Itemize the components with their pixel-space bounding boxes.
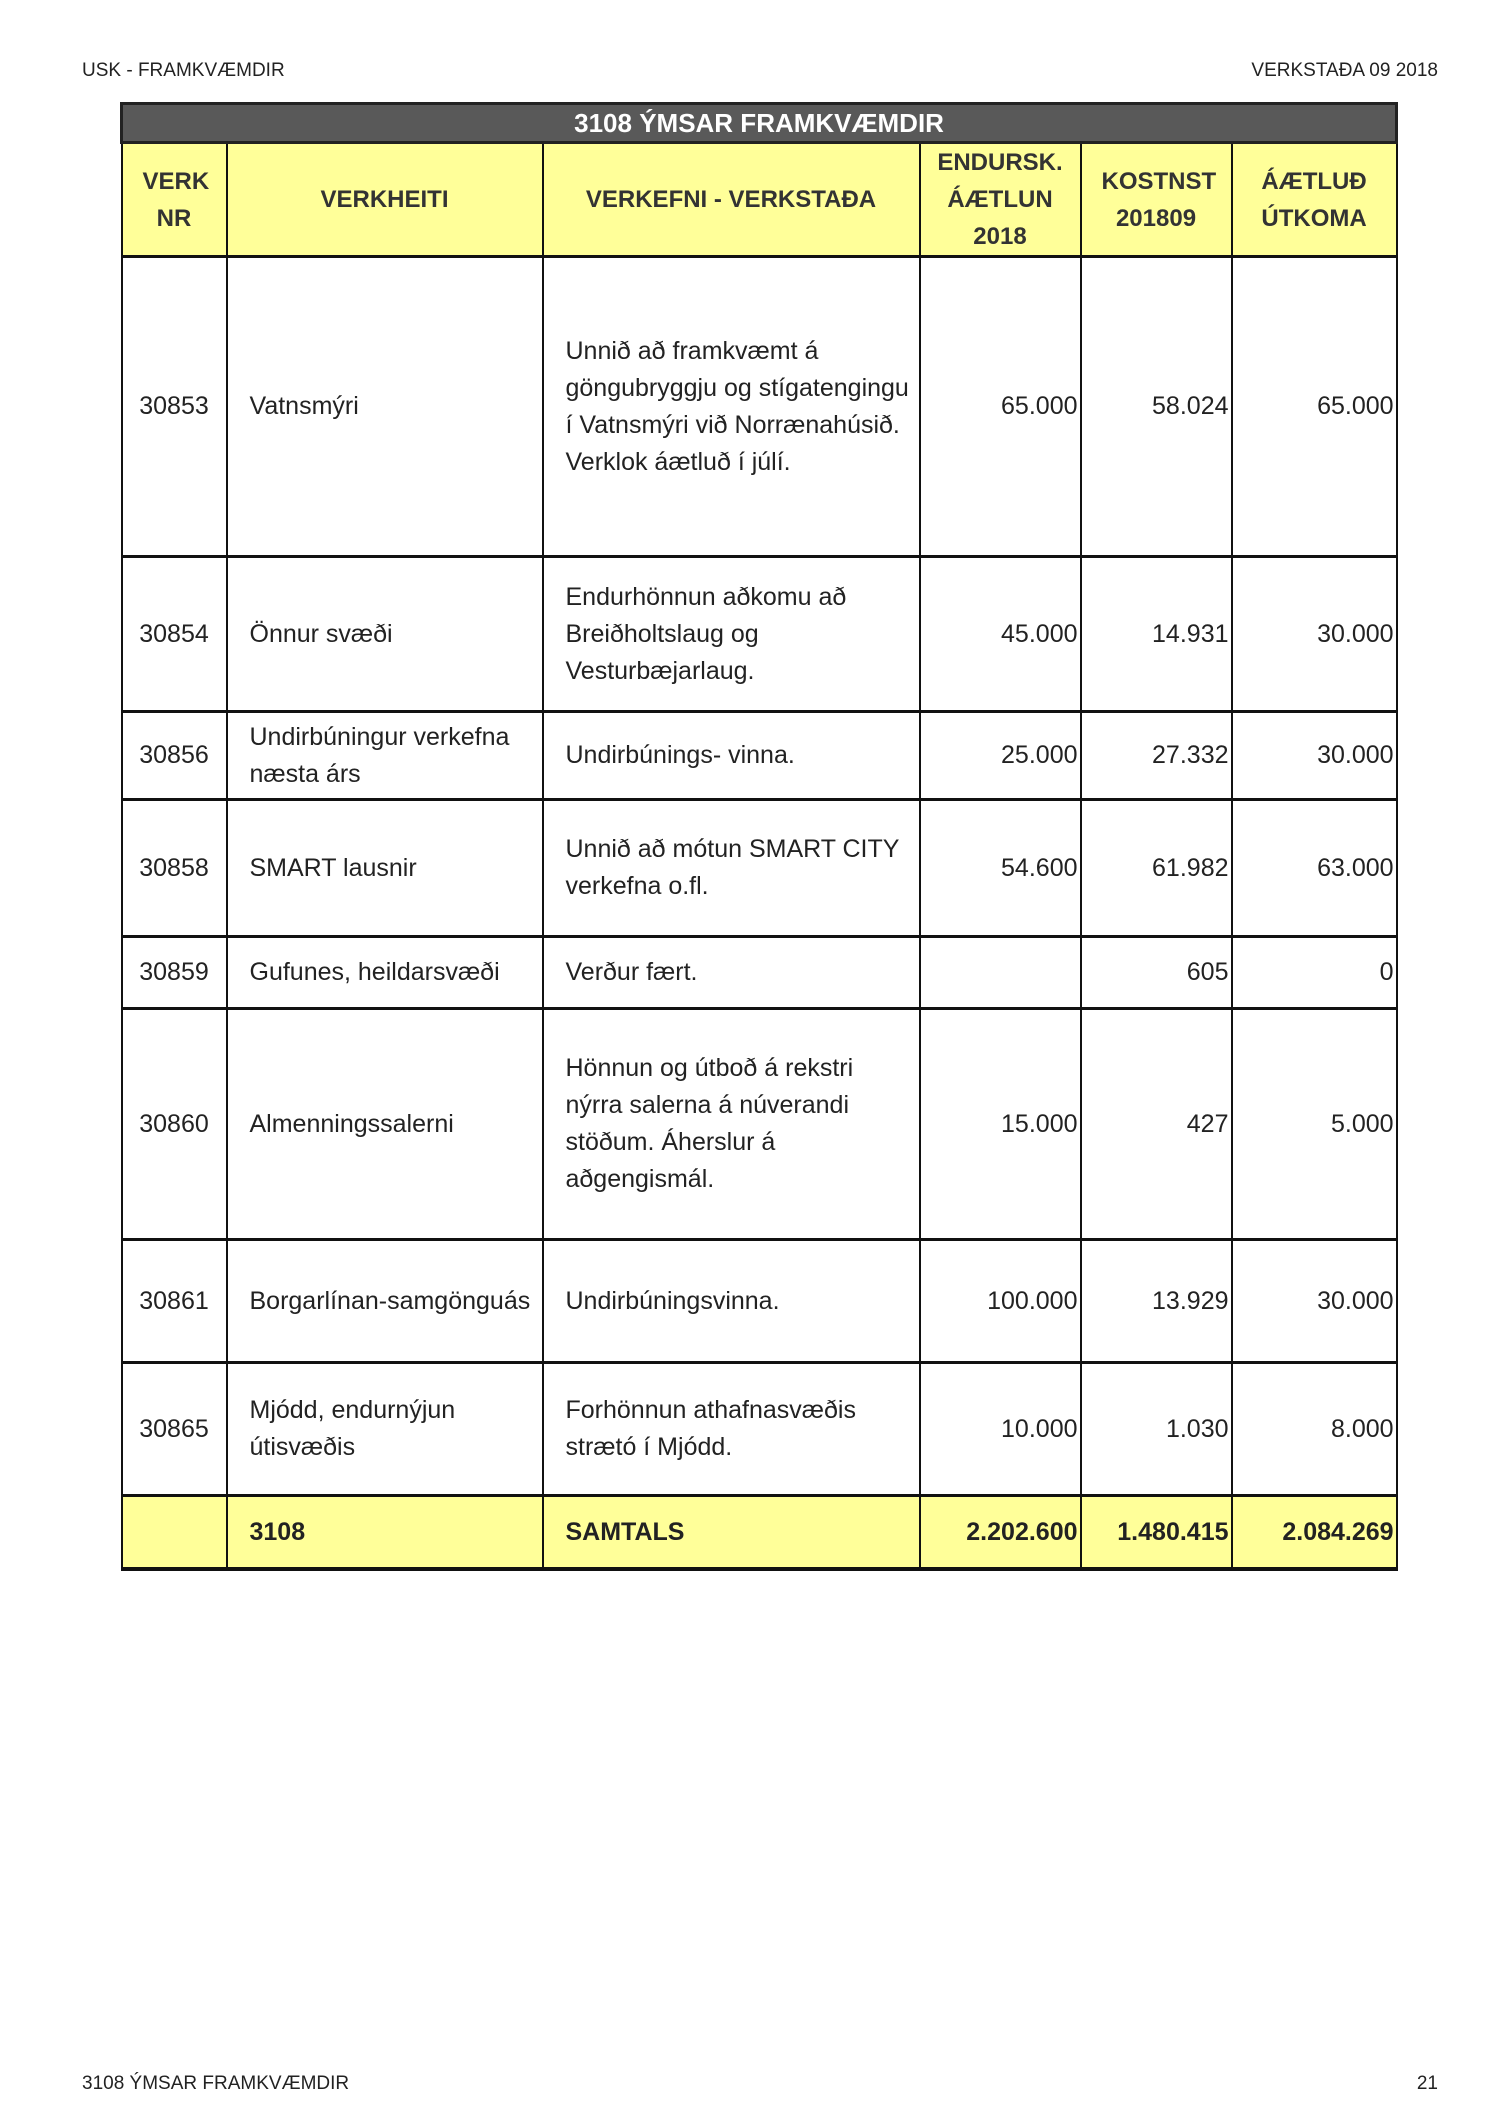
cell-outcome: 30.000 — [1230, 1238, 1398, 1364]
cell-task: SAMTALS — [541, 1494, 921, 1571]
cell-plan: 65.000 — [918, 255, 1082, 558]
cell-plan — [918, 935, 1082, 1010]
cell-outcome: 63.000 — [1230, 798, 1398, 938]
cell-plan: 10.000 — [918, 1361, 1082, 1497]
col-header: VERKHEITI — [225, 141, 544, 258]
cell-plan: 2.202.600 — [918, 1494, 1082, 1571]
page-header-left: USK - FRAMKVÆMDIR — [82, 60, 285, 81]
cell-nr: 30856 — [120, 710, 228, 801]
cell-cost: 1.480.415 — [1079, 1494, 1233, 1571]
cell-outcome: 8.000 — [1230, 1361, 1398, 1497]
table-title: 3108 ÝMSAR FRAMKVÆMDIR — [119, 102, 1399, 144]
cell-nr: 30859 — [120, 935, 228, 1010]
cell-nr: 30865 — [120, 1361, 228, 1497]
cell-name: Undirbúningur verkefna næsta árs — [225, 710, 544, 801]
cell-cost: 605 — [1079, 935, 1233, 1010]
cell-plan: 25.000 — [918, 710, 1082, 801]
cell-cost: 1.030 — [1079, 1361, 1233, 1497]
cell-outcome: 30.000 — [1230, 555, 1398, 713]
table-row: 30861 Borgarlínan-samgönguás Undirbúningsv… — [120, 1238, 1398, 1364]
cell-plan: 100.000 — [918, 1238, 1082, 1364]
page-number: 21 — [1416, 2073, 1438, 2094]
cell-name: SMART lausnir — [225, 798, 544, 938]
table-row: 30865 Mjódd, endurnýjun útisvæðis Forhönnu… — [120, 1361, 1398, 1497]
table-row: 30854 Önnur svæði Endurhönnun aðkomu að Br… — [120, 555, 1398, 713]
cell-outcome: 65.000 — [1230, 255, 1398, 558]
cell-nr: 30853 — [120, 255, 228, 558]
cell-outcome: 5.000 — [1230, 1007, 1398, 1241]
total-row: 3108 SAMTALS 2.202.600 1.480.415 2.084.269 — [120, 1494, 1398, 1571]
page-footer-left: 3108 ÝMSAR FRAMKVÆMDIR — [82, 2073, 350, 2094]
cell-name: Önnur svæði — [225, 555, 544, 713]
cell-task: Forhönnun athafnasvæðis strætó í Mjódd. — [541, 1361, 921, 1497]
cell-cost: 14.931 — [1079, 555, 1233, 713]
table-row: 30856 Undirbúningur verkefna næsta árs Und… — [120, 710, 1398, 801]
cell-task: Hönnun og útboð á rekstri nýrra salerna … — [541, 1007, 921, 1241]
cell-task: Unnið að framkvæmt á göngubryggju og stí… — [541, 255, 921, 558]
page-header-right: VERKSTAÐA 09 2018 — [1251, 60, 1438, 81]
cell-cost: 13.929 — [1079, 1238, 1233, 1364]
cell-task: Unnið að mótun SMART CITY verkefna o.fl. — [541, 798, 921, 938]
cell-name: Borgarlínan-samgönguás — [225, 1238, 544, 1364]
col-header: KOSTNST 201809 — [1079, 141, 1233, 258]
cell-task: Undirbúningsvinna. — [541, 1238, 921, 1364]
cell-plan: 15.000 — [918, 1007, 1082, 1241]
table-row: 30859 Gufunes, heildarsvæði Verður fært. 60… — [120, 935, 1398, 1010]
budget-table: 3108 ÝMSAR FRAMKVÆMDIR VERK NR VERKHEITI… — [119, 102, 1399, 1571]
cell-task: Endurhönnun aðkomu að Breiðholtslaug og … — [541, 555, 921, 713]
cell-nr: 30854 — [120, 555, 228, 713]
cell-cost: 27.332 — [1079, 710, 1233, 801]
cell-nr: 30860 — [120, 1007, 228, 1241]
cell-outcome: 0 — [1230, 935, 1398, 1010]
cell-nr: 30858 — [120, 798, 228, 938]
cell-plan: 54.600 — [918, 798, 1082, 938]
cell-cost: 61.982 — [1079, 798, 1233, 938]
col-header: VERKEFNI - VERKSTAÐA — [541, 141, 921, 258]
cell-name: Almenningssalerni — [225, 1007, 544, 1241]
table-row: 30853 Vatnsmýri Unnið að framkvæmt á göngu… — [120, 255, 1398, 558]
cell-task: Undirbúnings- vinna. — [541, 710, 921, 801]
cell-cost: 58.024 — [1079, 255, 1233, 558]
cell-name: Mjódd, endurnýjun útisvæðis — [225, 1361, 544, 1497]
cell-nr: 30861 — [120, 1238, 228, 1364]
cell-task: Verður fært. — [541, 935, 921, 1010]
table-row: 30860 Almenningssalerni Hönnun og útboð á … — [120, 1007, 1398, 1241]
table-header-row: VERK NR VERKHEITI VERKEFNI - VERKSTAÐA E… — [120, 141, 1398, 258]
col-header: ENDURSK. ÁÆTLUN 2018 — [918, 141, 1082, 258]
col-header: ÁÆTLUÐ ÚTKOMA — [1230, 141, 1398, 258]
cell-outcome: 30.000 — [1230, 710, 1398, 801]
cell-plan: 45.000 — [918, 555, 1082, 713]
cell-nr — [120, 1494, 228, 1571]
cell-name: 3108 — [225, 1494, 544, 1571]
table-row: 30858 SMART lausnir Unnið að mótun SMART C… — [120, 798, 1398, 938]
cell-name: Gufunes, heildarsvæði — [225, 935, 544, 1010]
cell-outcome: 2.084.269 — [1230, 1494, 1398, 1571]
cell-name: Vatnsmýri — [225, 255, 544, 558]
col-header: VERK NR — [120, 141, 228, 258]
cell-cost: 427 — [1079, 1007, 1233, 1241]
